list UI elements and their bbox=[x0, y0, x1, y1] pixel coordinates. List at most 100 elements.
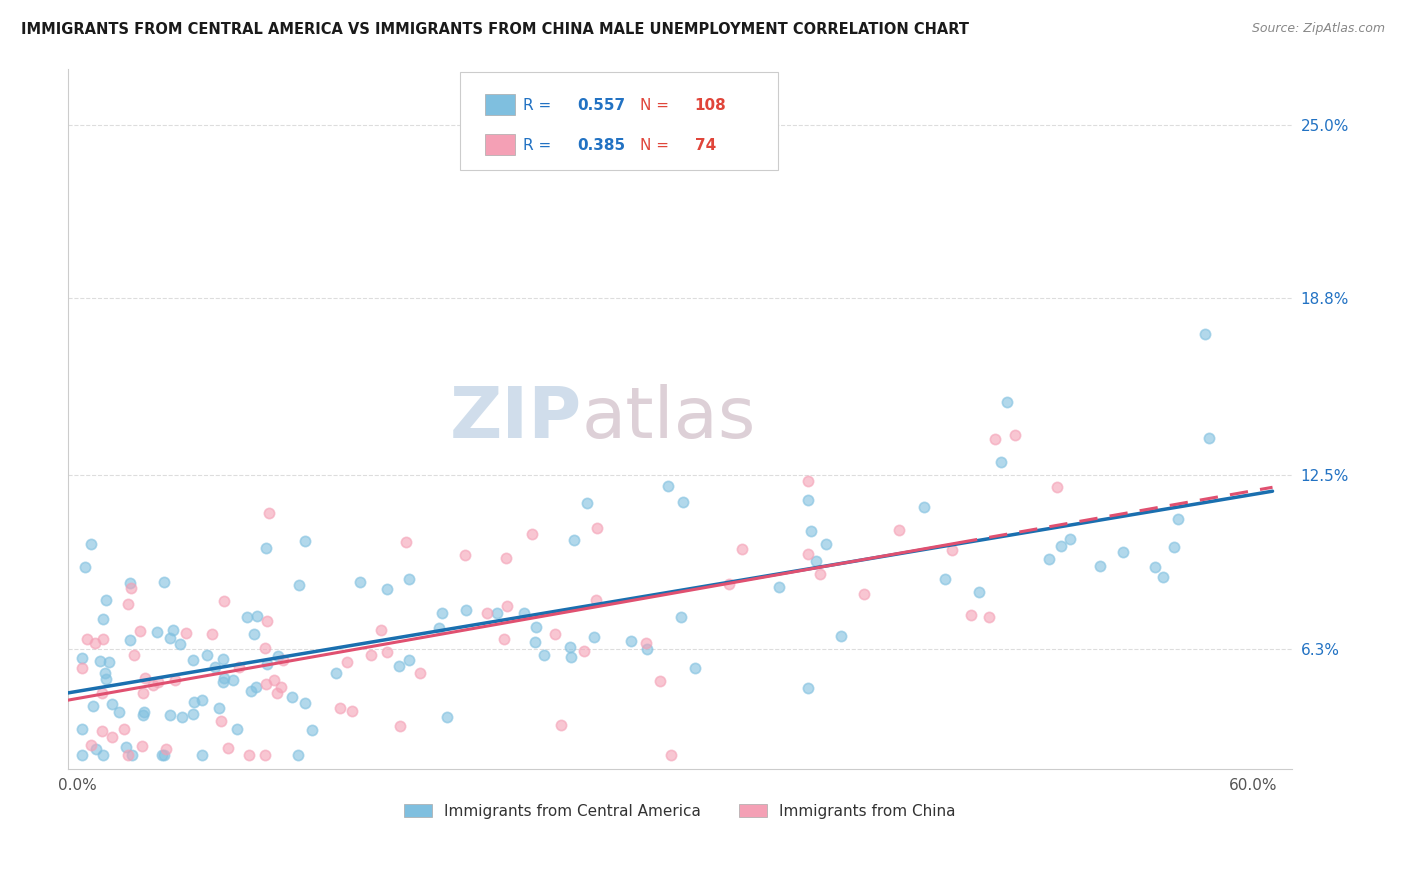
Point bbox=[89, 654, 111, 668]
Point bbox=[340, 704, 363, 718]
Point bbox=[118, 632, 141, 647]
Point bbox=[620, 634, 643, 648]
Point bbox=[181, 652, 204, 666]
Text: ZIP: ZIP bbox=[450, 384, 582, 453]
Point bbox=[585, 521, 607, 535]
Point bbox=[636, 641, 658, 656]
Point bbox=[562, 533, 585, 548]
Point bbox=[132, 705, 155, 719]
Text: atlas: atlas bbox=[582, 384, 756, 453]
Text: R =: R = bbox=[523, 98, 557, 113]
Point bbox=[91, 686, 114, 700]
Point bbox=[550, 718, 572, 732]
Point bbox=[146, 675, 169, 690]
Point bbox=[70, 722, 93, 736]
Point bbox=[360, 648, 382, 662]
Point bbox=[195, 648, 218, 662]
Point bbox=[375, 582, 398, 596]
Point bbox=[398, 572, 420, 586]
Point bbox=[427, 621, 450, 635]
Point bbox=[153, 748, 176, 763]
Point bbox=[131, 707, 153, 722]
Text: IMMIGRANTS FROM CENTRAL AMERICA VS IMMIGRANTS FROM CHINA MALE UNEMPLOYMENT CORRE: IMMIGRANTS FROM CENTRAL AMERICA VS IMMIG… bbox=[21, 22, 969, 37]
Point bbox=[671, 610, 693, 624]
Point bbox=[1049, 539, 1071, 553]
Point bbox=[201, 627, 224, 641]
Point bbox=[221, 673, 243, 688]
Point bbox=[1038, 552, 1060, 566]
Point bbox=[495, 551, 517, 566]
Point bbox=[486, 606, 509, 620]
Point bbox=[395, 534, 418, 549]
Point bbox=[80, 537, 103, 551]
Point bbox=[243, 627, 266, 641]
Point bbox=[142, 678, 165, 692]
Point bbox=[120, 581, 142, 595]
Point bbox=[349, 574, 371, 589]
Point bbox=[984, 432, 1007, 446]
Point bbox=[266, 686, 288, 700]
Text: R =: R = bbox=[523, 138, 557, 153]
Point bbox=[941, 542, 963, 557]
Point bbox=[208, 701, 231, 715]
Point bbox=[162, 623, 184, 637]
Point bbox=[100, 698, 122, 712]
Point bbox=[325, 666, 347, 681]
Point bbox=[398, 653, 420, 667]
Point bbox=[98, 655, 121, 669]
Point bbox=[91, 748, 114, 763]
Point bbox=[648, 674, 671, 689]
Point bbox=[155, 742, 177, 756]
Point bbox=[560, 650, 582, 665]
Point bbox=[254, 641, 277, 656]
Point bbox=[115, 739, 138, 754]
Point bbox=[169, 637, 191, 651]
Point bbox=[804, 554, 827, 568]
Point bbox=[967, 585, 990, 599]
Point bbox=[560, 640, 582, 654]
Point bbox=[212, 594, 235, 608]
Point bbox=[1152, 570, 1174, 584]
Point bbox=[797, 474, 820, 488]
Point bbox=[808, 566, 831, 581]
Point bbox=[121, 748, 143, 763]
Point bbox=[70, 748, 93, 763]
Point bbox=[387, 659, 409, 673]
Point bbox=[830, 629, 852, 643]
Point bbox=[181, 706, 204, 721]
Text: 108: 108 bbox=[695, 98, 727, 113]
Point bbox=[122, 648, 145, 662]
Text: 74: 74 bbox=[695, 138, 716, 153]
Point bbox=[117, 597, 139, 611]
Point bbox=[212, 671, 235, 685]
FancyBboxPatch shape bbox=[485, 134, 515, 154]
Point bbox=[118, 576, 141, 591]
Point bbox=[301, 723, 323, 738]
Point bbox=[533, 648, 555, 663]
Point bbox=[977, 610, 1000, 624]
Point bbox=[159, 707, 181, 722]
Point bbox=[146, 624, 169, 639]
Text: 0.385: 0.385 bbox=[576, 138, 626, 153]
Point bbox=[388, 719, 411, 733]
Point bbox=[657, 479, 679, 493]
Point bbox=[934, 572, 956, 586]
Point bbox=[544, 627, 567, 641]
Point bbox=[254, 748, 277, 763]
Point bbox=[117, 747, 139, 762]
Point bbox=[889, 523, 911, 537]
Point bbox=[990, 455, 1012, 469]
Point bbox=[107, 705, 129, 719]
Point bbox=[634, 635, 657, 649]
Point bbox=[524, 620, 547, 634]
Point bbox=[238, 748, 260, 763]
Point bbox=[267, 648, 290, 663]
Point bbox=[496, 599, 519, 613]
FancyBboxPatch shape bbox=[485, 94, 515, 115]
Point bbox=[153, 575, 176, 590]
Point bbox=[226, 723, 249, 737]
Point bbox=[217, 740, 239, 755]
Point bbox=[685, 661, 707, 675]
Point bbox=[209, 714, 232, 728]
Legend: Immigrants from Central America, Immigrants from China: Immigrants from Central America, Immigra… bbox=[398, 797, 962, 825]
